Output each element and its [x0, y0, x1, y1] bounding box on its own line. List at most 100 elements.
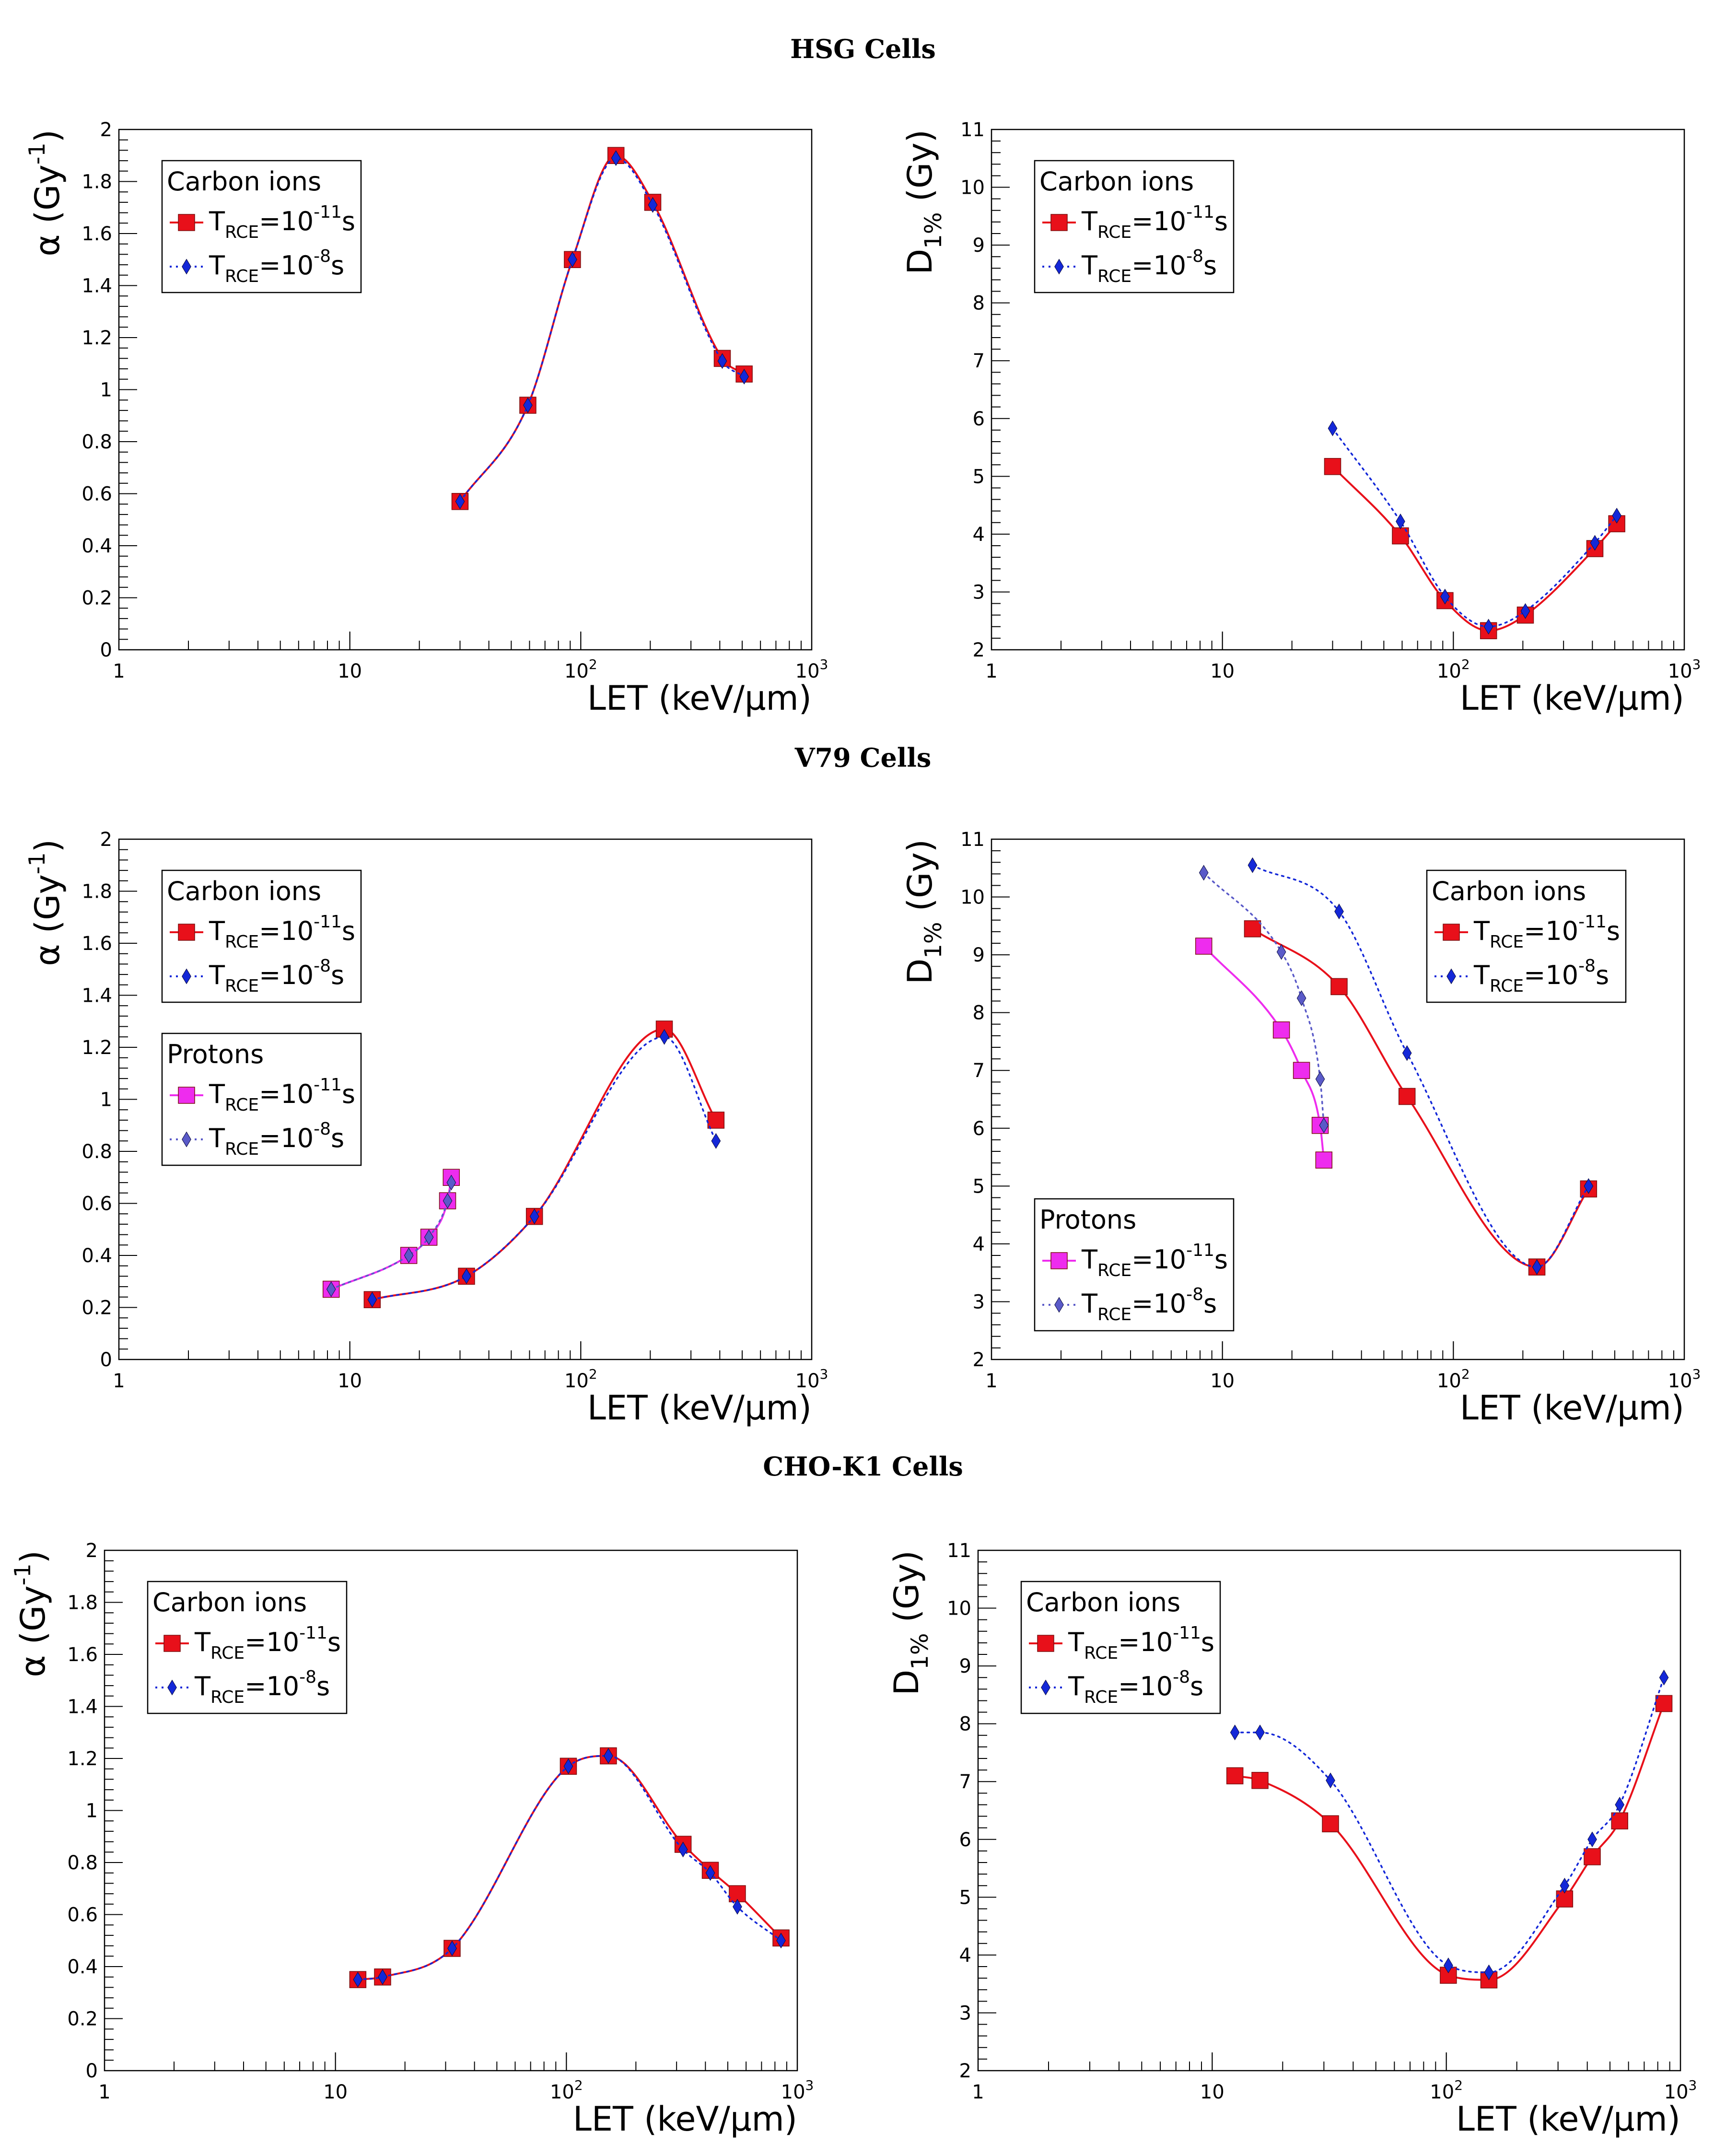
data-point-diamond	[1484, 1964, 1494, 1980]
y-axis-title: α (Gy-1)	[10, 1550, 53, 1677]
y-axis-title: D1% (Gy)	[900, 129, 947, 275]
data-point-square	[1244, 920, 1261, 937]
y-tick-label: 0	[100, 639, 112, 661]
x-axis: 1 10 102 103	[972, 2052, 1697, 2103]
data-point-square	[1293, 1062, 1310, 1079]
data-point-diamond	[1532, 1259, 1542, 1275]
x-axis-title: LET (keV/μm)	[1460, 679, 1684, 718]
data-point-diamond	[367, 1291, 377, 1308]
legend-entry-label: TRCE=10-8s	[209, 246, 344, 286]
data-point-diamond	[1315, 1071, 1325, 1087]
section-title-v79: V79 Cells	[794, 742, 932, 773]
legend-entry-label: TRCE=10-8s	[1081, 1285, 1217, 1324]
legend-entry-label: TRCE=10-11s	[1068, 1623, 1214, 1663]
x-tick-label: 10	[323, 2081, 348, 2103]
x-tick-label: 103	[1664, 2077, 1697, 2103]
data-point-diamond	[1440, 588, 1450, 605]
data-point-square	[1324, 458, 1341, 475]
y-axis-title: α (Gy-1)	[24, 129, 67, 257]
y-tick-label: 10	[960, 177, 985, 199]
data-point-diamond	[1276, 944, 1286, 960]
y-axis: 0 0.2 0.4 0.6 0.8 1 1.2 1.4 1.6 1.8 2	[82, 829, 137, 1371]
y-tick-label: 8	[959, 1713, 971, 1735]
data-point-diamond	[563, 1758, 573, 1774]
legend-entry-label: TRCE=10-11s	[209, 202, 355, 242]
y-axis: 2 3 4 5 6 7 8 9 10 11	[960, 119, 1010, 661]
data-point-square	[1226, 1767, 1244, 1784]
x-tick-label: 102	[1430, 2077, 1463, 2103]
y-axis: 2 3 4 5 6 7 8 9 10 11	[960, 829, 1010, 1371]
y-tick-label: 0	[86, 2060, 98, 2082]
series-line	[1251, 864, 1590, 1268]
plot-frame	[991, 838, 1685, 1360]
section-title-hsg: HSG Cells	[790, 34, 936, 64]
data-point-square	[1195, 937, 1213, 955]
x-tick-label: 103	[1668, 1366, 1701, 1392]
plot-frame	[991, 129, 1685, 651]
data-point-square	[1584, 1848, 1601, 1865]
data-point-diamond	[1296, 990, 1306, 1006]
legend-title: Carbon ions	[1432, 876, 1586, 906]
x-tick-label: 1	[972, 2081, 984, 2103]
data-point-diamond	[1319, 1117, 1329, 1134]
y-tick-label: 1.4	[67, 1696, 98, 1718]
y-tick-label: 8	[973, 293, 985, 315]
data-point-diamond	[739, 368, 749, 385]
series-1	[1230, 1669, 1669, 1980]
x-tick-label: 10	[1210, 660, 1235, 682]
y-tick-label: 5	[959, 1886, 971, 1909]
legend-title: Protons	[167, 1039, 264, 1069]
y-tick-label: 11	[960, 119, 985, 141]
data-point-diamond	[326, 1281, 336, 1297]
legend-marker-square	[1050, 1252, 1068, 1269]
x-axis: 1 10 102 103	[985, 632, 1701, 682]
y-tick-label: 0.6	[67, 1904, 98, 1926]
x-axis-title: LET (keV/μm)	[587, 679, 812, 718]
data-point-diamond	[1230, 1724, 1240, 1741]
data-point-diamond	[1560, 1877, 1570, 1894]
series-1	[1328, 420, 1621, 635]
data-point-diamond	[1248, 857, 1258, 873]
legend-marker-diamond	[167, 1679, 177, 1696]
data-point-diamond	[568, 251, 577, 268]
x-tick-label: 10	[338, 1370, 362, 1392]
y-axis-title: D1% (Gy)	[900, 839, 947, 984]
y-axis: 0 0.2 0.4 0.6 0.8 1 1.2 1.4 1.6 1.8 2	[82, 119, 137, 661]
legend-title: Carbon ions	[1039, 166, 1194, 197]
data-point-diamond	[404, 1247, 414, 1264]
x-axis-title: LET (keV/μm)	[1456, 2099, 1680, 2139]
y-tick-label: 1.4	[82, 275, 112, 297]
y-tick-label: 0.6	[82, 1193, 112, 1215]
y-tick-label: 1.2	[82, 327, 112, 349]
legend-entry-label: TRCE=10-8s	[194, 1667, 330, 1707]
data-point-diamond	[717, 353, 727, 369]
x-tick-label: 102	[550, 2077, 583, 2103]
y-tick-label: 9	[973, 234, 985, 257]
data-point-square	[1315, 1151, 1333, 1169]
y-tick-label: 9	[973, 944, 985, 966]
series-0	[1226, 1695, 1673, 1989]
y-tick-label: 0.2	[67, 2008, 98, 2030]
y-tick-label: 7	[973, 350, 985, 372]
y-tick-label: 0.4	[82, 535, 112, 557]
legend-entry-label: TRCE=10-11s	[194, 1623, 341, 1663]
data-point-diamond	[1659, 1669, 1669, 1686]
data-point-diamond	[604, 1748, 613, 1764]
y-tick-label: 0.4	[82, 1245, 112, 1267]
legend-entry-label: TRCE=10-8s	[209, 956, 344, 996]
y-tick-label: 0	[100, 1349, 112, 1371]
y-tick-label: 1.2	[67, 1748, 98, 1770]
legend-marker-diamond	[182, 968, 191, 984]
y-axis: 0 0.2 0.4 0.6 0.8 1 1.2 1.4 1.6 1.8 2	[67, 1540, 123, 2082]
y-tick-label: 2	[973, 639, 985, 661]
data-point-diamond	[733, 1898, 742, 1915]
x-tick-label: 103	[795, 656, 828, 682]
y-tick-label: 6	[973, 1118, 985, 1140]
x-tick-label: 1	[985, 1370, 997, 1392]
series-1	[1248, 857, 1594, 1275]
